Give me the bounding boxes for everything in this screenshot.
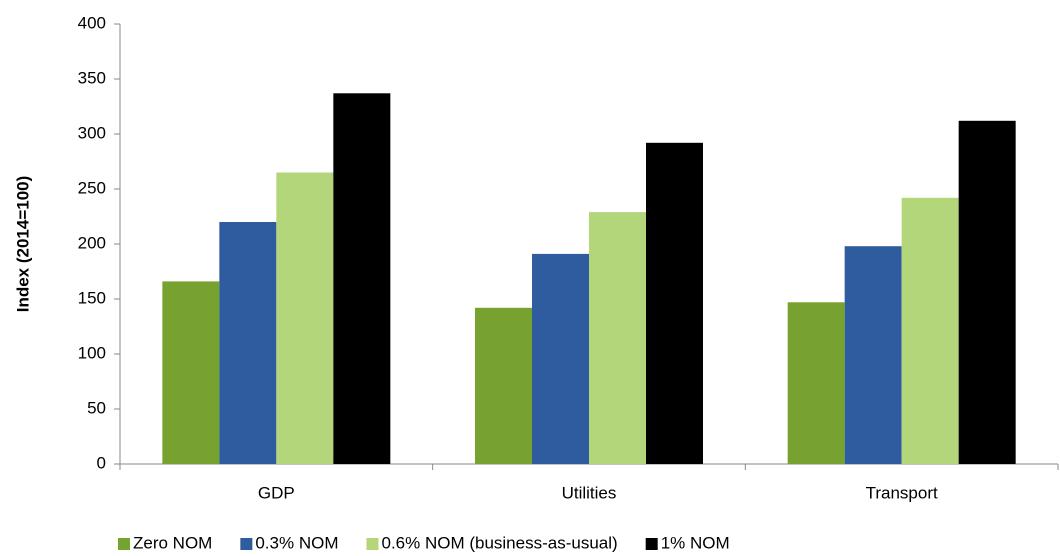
y-tick-label: 150 [78, 288, 106, 307]
y-tick-label: 350 [78, 68, 106, 87]
legend-swatch [366, 538, 379, 550]
y-tick-label: 250 [78, 178, 106, 197]
bar [844, 246, 902, 464]
bar [901, 197, 959, 465]
x-tick-label: Utilities [562, 483, 617, 502]
x-tick-label: Transport [866, 483, 938, 502]
x-tick-label: GDP [258, 483, 295, 502]
bar [532, 253, 589, 464]
legend-label: 0.3% NOM [255, 533, 338, 552]
bar [219, 222, 277, 464]
y-tick-label: 100 [78, 343, 106, 362]
legend-swatch [118, 538, 130, 550]
legend-swatch [645, 538, 658, 550]
bar [646, 142, 703, 465]
y-tick-label: 50 [87, 398, 106, 417]
legend-label: 0.6% NOM (business-as-usual) [381, 533, 617, 552]
y-tick-label: 200 [78, 233, 106, 252]
y-tick-label: 300 [78, 123, 106, 142]
y-tick-label: 0 [97, 453, 106, 472]
bar [475, 307, 532, 464]
y-axis-label: Index (2014=100) [13, 176, 32, 313]
bar [333, 93, 391, 465]
bar [589, 212, 646, 464]
bar [787, 302, 845, 464]
bar [162, 281, 220, 464]
bar [276, 172, 334, 464]
legend-label: 1% NOM [661, 533, 730, 552]
legend-swatch [240, 538, 253, 550]
y-tick-label: 400 [78, 13, 106, 32]
bar [958, 120, 1016, 465]
legend-label: Zero NOM [133, 533, 212, 552]
